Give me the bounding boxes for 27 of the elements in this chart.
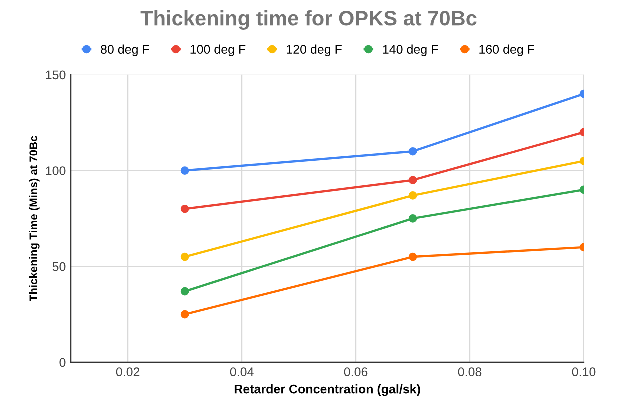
y-tick-label: 50 [52,262,66,272]
point [408,147,418,156]
point [408,176,418,185]
y-tick-label: 0 [60,358,66,368]
legend-label: 120 deg F [287,44,342,56]
x-tick-label: 0.10 [572,368,596,377]
point [180,166,190,175]
y-tick-label: 100 [46,166,66,176]
point [408,214,418,223]
x-tick-label: 0.06 [344,368,368,377]
x-tick-label: 0.08 [458,368,482,377]
chart-title: Thickening time for OPKS at 70Bc [140,10,477,30]
point [180,310,190,319]
y-axis-title: Thickening Time (Mins) at 70Bc [29,136,40,302]
point [180,287,190,296]
point [408,192,418,200]
legend-label: 100 deg F [190,44,246,56]
legend-label: 80 deg F [101,44,150,56]
legend-label: 160 deg F [480,44,534,56]
x-tick-label: 0.02 [116,368,140,377]
point [408,252,418,262]
point [180,252,190,262]
y-tick-label: 150 [46,70,66,80]
x-axis-title: Retarder Concentration (gal/sk) [234,384,420,396]
point [180,204,190,214]
legend-label: 140 deg F [383,44,438,56]
x-tick-label: 0.04 [230,368,254,377]
